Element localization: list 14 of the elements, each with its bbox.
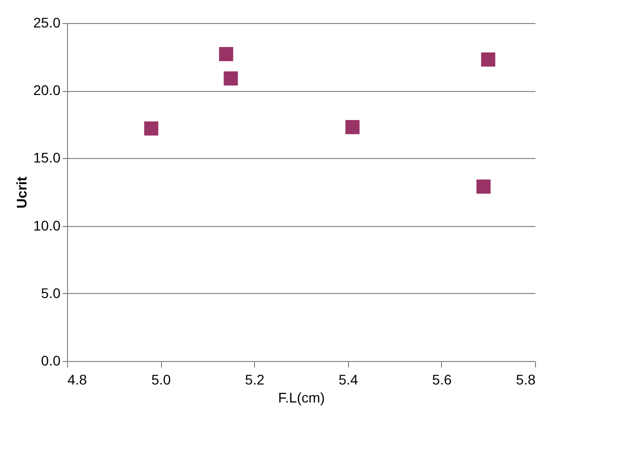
y-tick-label: 10.0 — [33, 217, 61, 234]
y-axis-title: Ucrit — [13, 176, 30, 208]
y-tick-label: 25.0 — [33, 14, 61, 30]
y-tick-label: 5.0 — [41, 284, 61, 301]
x-tick-label: 5.6 — [432, 372, 452, 388]
x-tick-label: 5.0 — [151, 372, 172, 388]
y-tick-label: 15.0 — [33, 150, 61, 166]
x-tick-label: 5.4 — [338, 372, 358, 388]
x-tick-label: 5.8 — [516, 372, 536, 388]
x-tick-label: 4.8 — [68, 372, 88, 388]
x-tick-label: 5.2 — [244, 372, 265, 388]
y-tick-label: 20.0 — [33, 82, 61, 98]
x-axis-title: F.L(cm) — [278, 390, 325, 406]
y-tick-label: 0.0 — [41, 352, 61, 368]
